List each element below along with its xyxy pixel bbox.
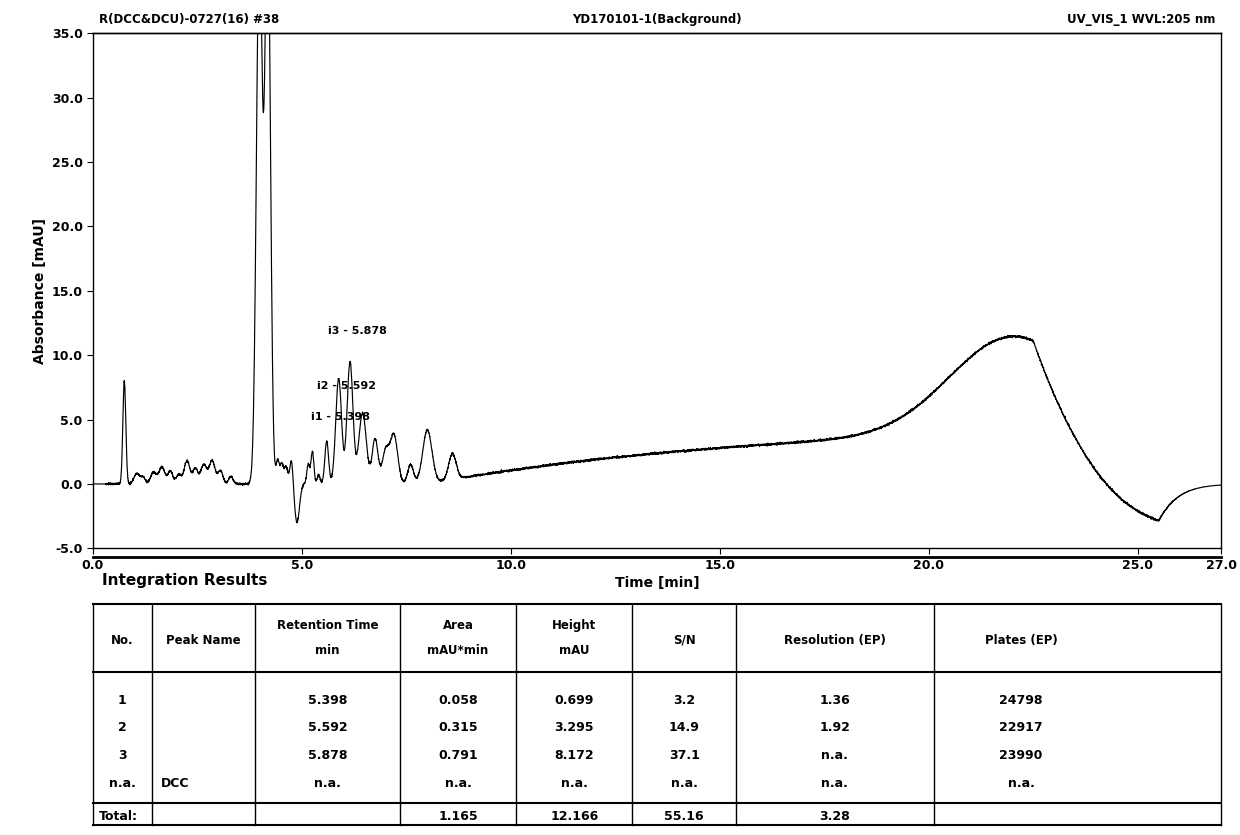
X-axis label: Time [min]: Time [min] xyxy=(615,576,699,590)
Text: min: min xyxy=(315,644,340,657)
Text: i3 - 5.878: i3 - 5.878 xyxy=(327,326,387,336)
Text: 3.2: 3.2 xyxy=(673,694,696,706)
Text: Area: Area xyxy=(443,620,474,632)
Text: Retention Time: Retention Time xyxy=(277,620,378,632)
Text: Resolution (EP): Resolution (EP) xyxy=(784,634,885,646)
Text: 0.791: 0.791 xyxy=(438,749,477,762)
Text: n.a.: n.a. xyxy=(821,777,848,790)
Text: 12.166: 12.166 xyxy=(551,811,599,823)
Text: 3.28: 3.28 xyxy=(820,811,851,823)
Text: 23990: 23990 xyxy=(999,749,1043,762)
Text: 2: 2 xyxy=(118,721,126,734)
Text: 24798: 24798 xyxy=(999,694,1043,706)
Text: 1: 1 xyxy=(118,694,126,706)
Text: 37.1: 37.1 xyxy=(668,749,699,762)
Text: n.a.: n.a. xyxy=(560,777,588,790)
Text: S/N: S/N xyxy=(673,634,696,646)
Text: YD170101-1(Background): YD170101-1(Background) xyxy=(573,13,742,26)
Text: i1 - 5.398: i1 - 5.398 xyxy=(311,412,371,423)
Text: 22917: 22917 xyxy=(999,721,1043,734)
Text: DCC: DCC xyxy=(161,777,190,790)
Text: Integration Results: Integration Results xyxy=(102,573,268,588)
Text: n.a.: n.a. xyxy=(314,777,341,790)
Text: i2 - 5.592: i2 - 5.592 xyxy=(316,382,376,392)
Text: Plates (EP): Plates (EP) xyxy=(985,634,1058,646)
Text: UV_VIS_1 WVL:205 nm: UV_VIS_1 WVL:205 nm xyxy=(1068,13,1215,26)
Text: 0.058: 0.058 xyxy=(438,694,477,706)
Text: n.a.: n.a. xyxy=(445,777,471,790)
Text: Height: Height xyxy=(552,620,596,632)
Text: Total:: Total: xyxy=(99,811,138,823)
Text: mAU: mAU xyxy=(559,644,589,657)
Text: 55.16: 55.16 xyxy=(665,811,704,823)
Text: n.a.: n.a. xyxy=(821,749,848,762)
Text: 1.165: 1.165 xyxy=(438,811,477,823)
Text: n.a.: n.a. xyxy=(1008,777,1034,790)
Text: mAU*min: mAU*min xyxy=(428,644,489,657)
Text: R(DCC&DCU)-0727(16) #38: R(DCC&DCU)-0727(16) #38 xyxy=(99,13,279,26)
Text: 0.699: 0.699 xyxy=(554,694,594,706)
Text: 5.592: 5.592 xyxy=(308,721,347,734)
Text: No.: No. xyxy=(112,634,134,646)
Text: Peak Name: Peak Name xyxy=(166,634,241,646)
Text: 1.36: 1.36 xyxy=(820,694,851,706)
Text: 0.315: 0.315 xyxy=(438,721,477,734)
Text: 3.295: 3.295 xyxy=(554,721,594,734)
Text: 5.878: 5.878 xyxy=(308,749,347,762)
Y-axis label: Absorbance [mAU]: Absorbance [mAU] xyxy=(33,218,47,364)
Text: 14.9: 14.9 xyxy=(668,721,699,734)
Text: 1.92: 1.92 xyxy=(820,721,851,734)
Text: n.a.: n.a. xyxy=(671,777,698,790)
Text: 3: 3 xyxy=(118,749,126,762)
Text: n.a.: n.a. xyxy=(109,777,135,790)
Text: 8.172: 8.172 xyxy=(554,749,594,762)
Text: 5.398: 5.398 xyxy=(308,694,347,706)
